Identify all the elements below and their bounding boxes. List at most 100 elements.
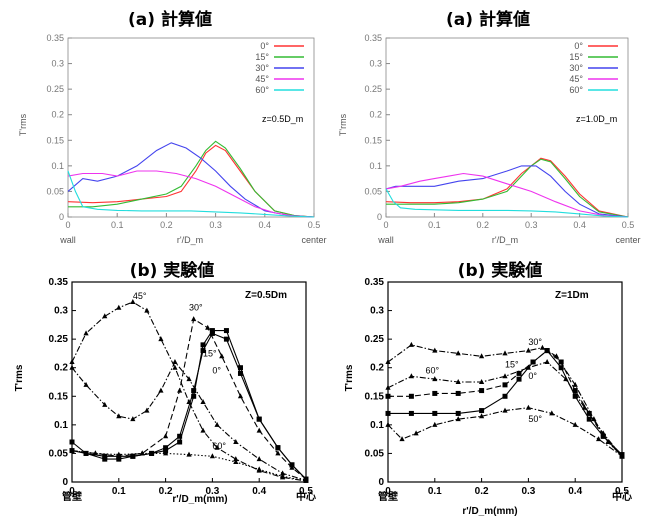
x-tick-label: 0 (385, 486, 391, 497)
data-point (572, 393, 578, 399)
data-point (200, 342, 206, 348)
x-tick-label: 0.5 (615, 486, 629, 497)
data-point (516, 376, 522, 382)
data-point (116, 413, 122, 419)
data-point (432, 376, 438, 382)
data-point (83, 450, 89, 456)
y-tick-label: 0.1 (51, 161, 64, 171)
data-point (158, 387, 164, 393)
annotation: z=0.5D_m (262, 114, 303, 124)
y-tick-label: 0 (377, 212, 382, 222)
y-axis-label: T'rms (14, 364, 25, 391)
data-point (553, 353, 560, 359)
y-tick-label: 0.15 (365, 391, 385, 402)
data-point (385, 384, 391, 390)
data-point (116, 456, 122, 462)
data-point (200, 427, 206, 433)
curve-label: 15° (203, 348, 217, 358)
data-point (200, 399, 206, 404)
data-point (69, 447, 75, 453)
data-point (479, 413, 485, 419)
data-point (605, 439, 611, 444)
data-point (399, 436, 405, 442)
y-tick-label: 0.1 (54, 420, 68, 431)
y-tick-label: 0.05 (365, 448, 385, 459)
legend-label: 30° (255, 63, 269, 73)
data-point (205, 324, 211, 330)
panel-exp-z10: (b) 実験値 T'rms r'/D_m(mm) 管壁 中心 Z=1Dm 0 0.… (344, 260, 632, 517)
data-point (385, 393, 391, 399)
legend-label: 0° (574, 41, 583, 51)
data-point (177, 439, 183, 445)
y-tick-label: 0.35 (46, 33, 64, 43)
data-point (130, 416, 136, 422)
data-point (455, 350, 461, 356)
data-point (280, 470, 286, 476)
data-point (177, 387, 183, 393)
data-point (144, 307, 150, 313)
x-end-label-left: 管壁 (378, 490, 398, 503)
curve-label: 30° (189, 303, 203, 313)
data-point (432, 410, 438, 416)
x-end-label-left: 管壁 (62, 490, 82, 503)
data-point (149, 450, 155, 456)
x-tick-label: 0.3 (205, 486, 219, 497)
data-point (172, 359, 178, 364)
legend-label: 60° (255, 85, 269, 95)
data-point (130, 453, 136, 459)
data-point (558, 365, 564, 371)
data-point (619, 453, 625, 459)
data-point (256, 427, 262, 433)
panel-title: (a) 計算値 (128, 9, 212, 30)
data-point (214, 444, 220, 450)
data-point (177, 433, 183, 439)
series-line-4 (385, 188, 629, 218)
series-line-4 (71, 301, 307, 482)
data-point (581, 404, 588, 410)
data-point (558, 359, 564, 365)
panel-title: (b) 実験値 (458, 260, 543, 281)
y-tick-label: 0.3 (369, 59, 382, 69)
y-tick-label: 0 (62, 477, 68, 488)
data-point (92, 450, 98, 456)
y-tick-label: 0.2 (51, 110, 64, 120)
legend-label: 0° (260, 41, 269, 51)
x-tick-label: 0.5 (308, 220, 321, 230)
curve-label: 60° (425, 365, 439, 375)
data-point (408, 410, 414, 416)
data-point (455, 379, 461, 384)
data-point (139, 450, 145, 456)
data-point (102, 401, 108, 407)
data-point (223, 336, 229, 342)
legend-label: 30° (569, 63, 583, 73)
data-point (275, 445, 281, 451)
data-point (163, 445, 169, 451)
data-point (233, 456, 239, 462)
data-point (479, 353, 485, 359)
data-point (191, 388, 197, 394)
data-point (408, 393, 414, 399)
data-point (186, 376, 192, 382)
data-point (544, 359, 550, 364)
data-point (102, 313, 108, 319)
curve-label: 45° (133, 291, 147, 301)
y-tick-label: 0 (59, 212, 64, 222)
data-point (549, 410, 555, 416)
x-end-label-right: center (615, 235, 640, 245)
data-point (385, 421, 391, 427)
x-tick-label: 0.4 (259, 220, 272, 230)
x-tick-label: 0.4 (568, 486, 582, 497)
x-axis-label: r'/D_m (492, 235, 518, 245)
x-tick-label: 0.2 (475, 486, 489, 497)
legend-label: 45° (255, 74, 269, 84)
plot-frame (71, 281, 307, 483)
y-tick-label: 0.05 (364, 186, 382, 196)
data-point (214, 421, 220, 427)
data-point (209, 330, 215, 336)
data-point (502, 407, 508, 413)
data-point (172, 364, 178, 370)
series-line-4 (67, 170, 315, 218)
series-line-3 (67, 170, 315, 218)
x-tick-label: 0.4 (573, 220, 586, 230)
y-tick-label: 0.35 (365, 277, 385, 288)
